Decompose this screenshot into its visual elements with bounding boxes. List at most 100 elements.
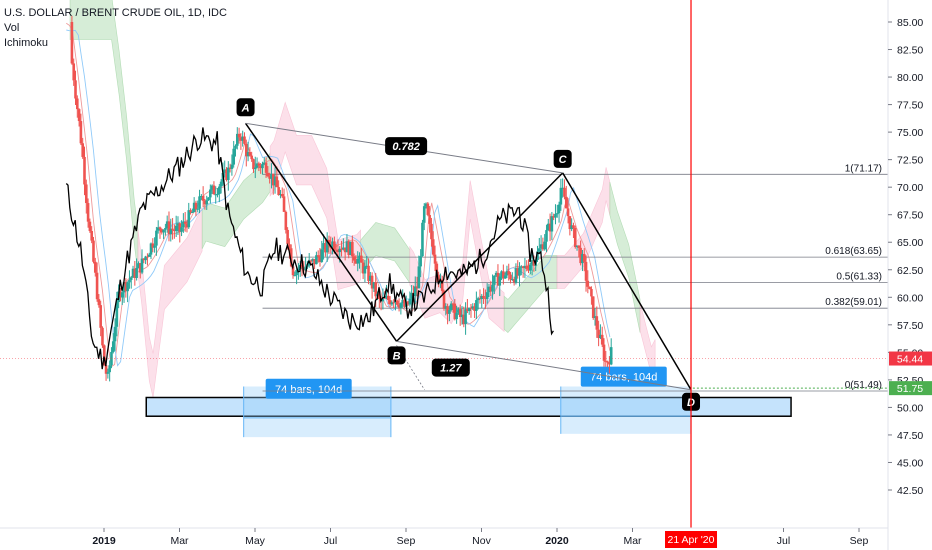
- candle-body: [593, 316, 597, 318]
- candle-body: [514, 268, 518, 283]
- candle-body: [480, 295, 484, 299]
- vol-indicator-label: Vol: [4, 22, 20, 34]
- candle-body: [421, 222, 424, 257]
- candle-body: [158, 227, 162, 230]
- candle-body: [422, 206, 426, 223]
- candle-body: [491, 284, 494, 292]
- pattern-point-c: C: [559, 154, 568, 166]
- candle-body: [602, 344, 606, 361]
- candle-body: [149, 243, 153, 255]
- candle-body: [541, 244, 545, 250]
- candle-body: [93, 261, 97, 273]
- candle-body: [458, 309, 462, 318]
- candle-body: [505, 271, 509, 276]
- ratio-bd-label-bg: [431, 358, 470, 377]
- candle-body: [160, 229, 164, 233]
- candle-body: [403, 299, 406, 307]
- candle-body: [462, 314, 466, 325]
- candle-body: [176, 223, 180, 226]
- candle-body: [484, 298, 487, 300]
- price-axis-label: 70.00: [897, 182, 923, 194]
- candle-body: [502, 271, 505, 279]
- candle-body: [401, 299, 404, 304]
- candle-body: [255, 163, 259, 168]
- candle-body: [142, 258, 146, 261]
- candle-body: [372, 282, 376, 289]
- candle-body: [349, 241, 352, 255]
- fib-level-label: 0(51.49): [845, 380, 882, 391]
- candle-body: [545, 230, 548, 242]
- bars-range-label-bg: [265, 378, 352, 399]
- candle-body: [352, 256, 356, 261]
- candle-body: [192, 202, 196, 213]
- candle-body: [128, 279, 131, 283]
- time-axis-label: Nov: [472, 535, 491, 547]
- chart-legend: U.S. DOLLAR / BRENT CRUDE OIL, 1D, IDC V…: [4, 6, 227, 51]
- ichimoku-indicator-label: Ichimoku: [4, 37, 49, 49]
- candle-body: [108, 365, 111, 373]
- candle-body: [243, 136, 246, 144]
- candle-body: [167, 221, 171, 235]
- candle-body: [207, 197, 210, 201]
- price-axis-label: 45.00: [897, 457, 923, 469]
- candle-body: [378, 293, 381, 300]
- candle-body: [395, 300, 399, 305]
- candle-body: [230, 164, 234, 169]
- candle-body: [90, 230, 93, 241]
- candle-body: [520, 266, 523, 268]
- candle-body: [259, 165, 262, 169]
- candle-body: [435, 263, 439, 276]
- candle-body: [291, 266, 295, 276]
- candle-body: [275, 176, 279, 188]
- candle-body: [557, 204, 561, 214]
- candle-body: [406, 301, 410, 305]
- price-axis-label: 75.00: [897, 127, 923, 139]
- price-axis-label: 82.50: [897, 45, 923, 57]
- candle-body: [374, 282, 378, 297]
- candle-body: [72, 63, 76, 81]
- candle-body: [523, 265, 527, 269]
- candle-body: [442, 290, 446, 309]
- candle-body: [147, 254, 151, 257]
- candle-body: [113, 326, 117, 342]
- candle-body: [588, 286, 591, 290]
- price-axis-label: 72.50: [897, 155, 923, 167]
- candle-body: [270, 173, 273, 179]
- fib-level-label: 0.5(61.33): [836, 272, 882, 283]
- time-axis-label: May: [245, 535, 266, 547]
- candle-body: [437, 275, 440, 283]
- candle-body: [320, 249, 324, 262]
- pattern-leg: [244, 122, 398, 342]
- candle-body: [546, 223, 550, 231]
- time-axis-label: 2019: [92, 535, 116, 547]
- candle-body: [92, 240, 95, 262]
- fib-level-label: 0.618(63.65): [825, 246, 882, 257]
- price-axis-label: 42.50: [897, 485, 923, 497]
- candle-body: [431, 239, 435, 255]
- candle-body: [572, 225, 575, 229]
- candle-body: [582, 253, 586, 262]
- candle-body: [182, 221, 185, 228]
- candle-body: [144, 256, 147, 261]
- candle-body: [315, 255, 318, 265]
- price-axis-label: 47.50: [897, 430, 923, 442]
- pattern-point-c-bg: [553, 149, 572, 168]
- time-axis-label: Sep: [397, 535, 416, 547]
- candle-body: [219, 181, 223, 187]
- candle-body: [498, 276, 502, 286]
- candle-body: [293, 275, 297, 277]
- candle-body: [591, 296, 595, 318]
- candle-body: [218, 186, 221, 195]
- candle-body: [120, 292, 124, 298]
- candle-body: [386, 295, 390, 301]
- ratio-ac-label-bg: [385, 137, 428, 156]
- price-axis-label: 62.50: [897, 265, 923, 277]
- candle-body: [189, 210, 192, 213]
- candle-body: [156, 227, 160, 231]
- candle-body: [194, 202, 198, 209]
- candle-body: [309, 260, 313, 262]
- fib-level-label: 1(71.17): [845, 163, 882, 174]
- time-axis-label: Mar: [170, 535, 189, 547]
